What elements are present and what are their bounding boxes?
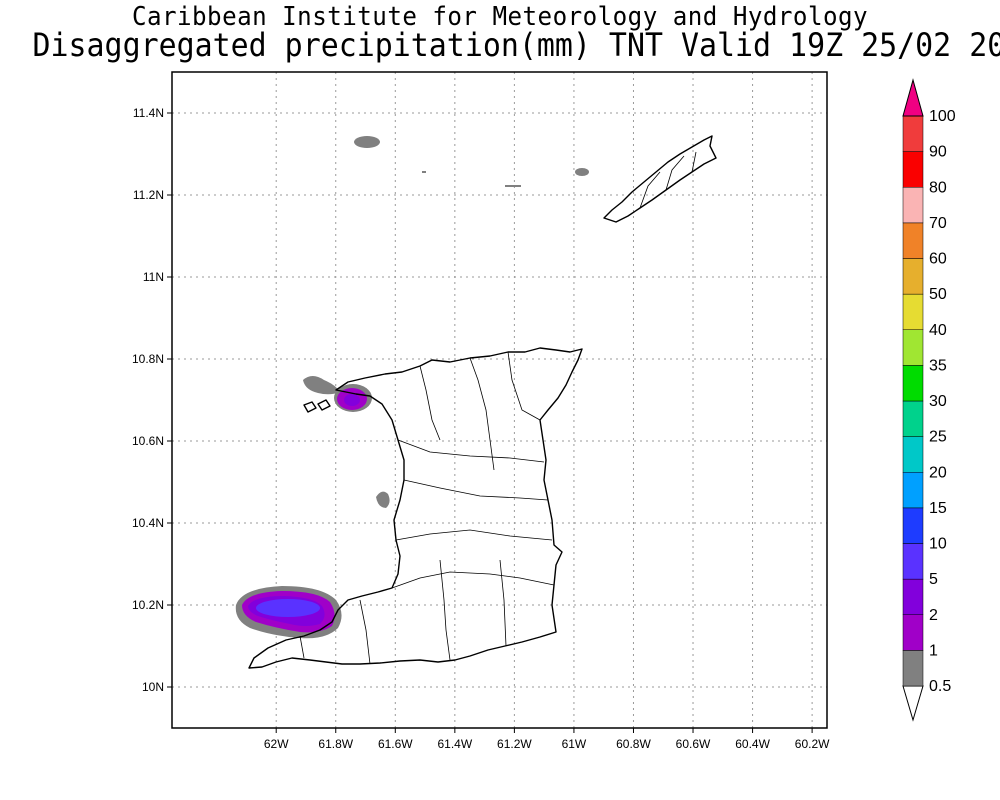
lat-tick-label: 11.4N: [133, 106, 164, 120]
lat-tick-label: 11N: [143, 270, 164, 284]
colorbar-label: 100: [929, 108, 956, 125]
colorbar-swatch: [902, 400, 924, 437]
colorbar-swatch: [902, 614, 924, 651]
colorbar-swatch: [902, 365, 924, 402]
colorbar-swatch: [902, 578, 924, 615]
boundary-line: [395, 529, 553, 541]
colorbar-swatch: [902, 293, 924, 330]
colorbar-label: 40: [929, 322, 947, 339]
colorbar-label: 30: [929, 393, 947, 410]
lat-tick-label: 10.6N: [132, 434, 164, 448]
colorbar-label: 20: [929, 464, 947, 481]
precip-patch: [344, 394, 360, 406]
colorbar-swatch: [902, 187, 924, 224]
colorbar-label: 70: [929, 215, 947, 232]
precip-patch: [354, 136, 380, 148]
grid-layer: 62W 61.8W 61.6W 61.4W 61.2W 61W 60.8W 60.6W 60.4…: [132, 72, 830, 751]
map-title-line2: Disaggregated precipitation(mm) TNT Vali…: [32, 26, 1000, 64]
plot-frame: [171, 71, 828, 729]
precip-patch: [376, 491, 390, 508]
boundary-line: [469, 357, 495, 471]
islet: [303, 401, 317, 413]
colorbar-label: 80: [929, 179, 947, 196]
tobago-coastline: [603, 135, 717, 223]
colorbar-label: 25: [929, 429, 947, 446]
boundary-line: [665, 155, 685, 191]
colorbar-label: 15: [929, 500, 947, 517]
colorbar-label: 5: [929, 571, 938, 588]
colorbar-label: 1: [929, 642, 938, 659]
boundary-line: [639, 171, 661, 209]
colorbar-label: 90: [929, 144, 947, 161]
lon-tick-label: 60.4W: [735, 737, 770, 751]
lat-tick-label: 11.2N: [133, 188, 164, 202]
boundary-line: [691, 151, 697, 173]
islet: [317, 399, 331, 411]
boundary-line: [507, 351, 541, 421]
colorbar-label: 10: [929, 536, 947, 553]
colorbar-swatch: [902, 472, 924, 509]
map-title-line1: Caribbean Institute for Meteorology and …: [131, 2, 869, 32]
colorbar-swatch: [902, 507, 924, 544]
precip-patch: [505, 185, 521, 187]
colorbar-swatch: [902, 258, 924, 295]
lat-tick-label: 10.4N: [132, 516, 164, 530]
colorbar-min-arrow: [902, 685, 924, 722]
lon-tick-label: 60.8W: [616, 737, 651, 751]
colorbar-swatch: [902, 329, 924, 366]
colorbar-max-arrow: [902, 78, 924, 117]
boundary-line: [299, 635, 305, 659]
precip-patch: [303, 376, 340, 395]
precip-patch: [256, 599, 320, 617]
boundary-line: [359, 599, 371, 665]
lon-tick-label: 61.6W: [378, 737, 413, 751]
boundary-line: [419, 365, 441, 441]
coastline-layer: [248, 135, 717, 669]
colorbar-label: 60: [929, 251, 947, 268]
boundary-line: [439, 559, 451, 661]
lon-tick-label: 61.8W: [318, 737, 353, 751]
lon-tick-label: 60.2W: [795, 737, 830, 751]
admin-boundaries: [299, 151, 697, 665]
boundary-line: [403, 479, 549, 501]
colorbar-swatch: [902, 436, 924, 473]
colorbar-label: 50: [929, 286, 947, 303]
colorbar-swatch: [902, 222, 924, 259]
lat-tick-label: 10.8N: [132, 352, 164, 366]
colorbar-label: 35: [929, 357, 947, 374]
lat-tick-label: 10.2N: [132, 598, 164, 612]
boundary-line: [391, 571, 555, 589]
boundary-line: [499, 559, 507, 647]
boundary-line: [397, 439, 545, 463]
colorbar-swatch: [902, 115, 924, 152]
precip-layer: [235, 136, 589, 639]
colorbar-label: 0.5: [929, 678, 951, 695]
colorbar-swatch: [902, 151, 924, 188]
lon-tick-label: 61.4W: [437, 737, 472, 751]
precip-patch: [575, 168, 589, 176]
trinidad-coastline: [248, 347, 583, 669]
lon-tick-label: 61W: [562, 737, 587, 751]
lon-tick-label: 62W: [264, 737, 289, 751]
colorbar-swatch: [902, 543, 924, 580]
lon-tick-label: 61.2W: [497, 737, 532, 751]
lat-tick-label: 10N: [142, 680, 164, 694]
lon-tick-label: 60.6W: [676, 737, 711, 751]
precip-patch: [422, 171, 426, 173]
colorbar-swatch: [902, 650, 924, 687]
colorbar-label: 2: [929, 607, 938, 624]
